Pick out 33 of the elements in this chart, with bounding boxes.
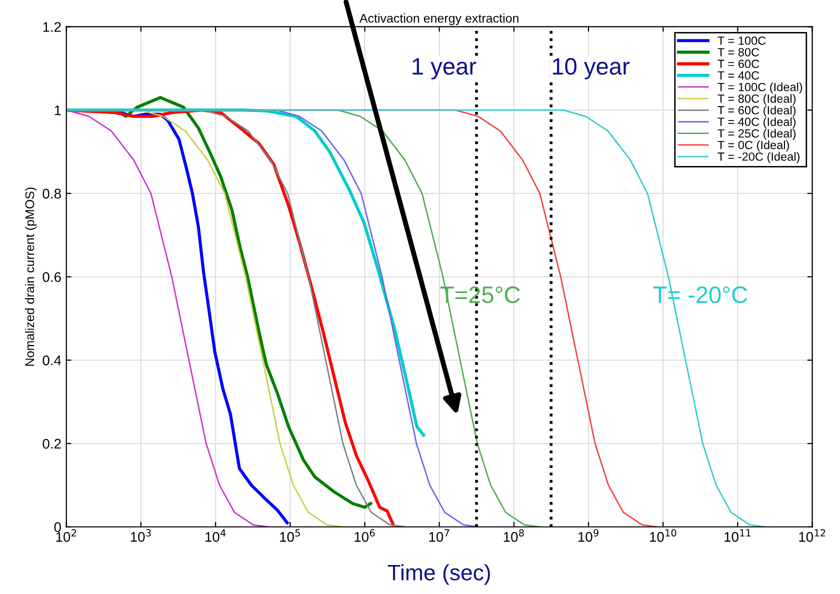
legend-label: T = 60C (Ideal) — [718, 106, 796, 117]
x-tick-label: 10$^{8}$ — [504, 529, 524, 542]
x-axis-title: Time (sec) — [388, 564, 490, 585]
legend-label: T = 80C (Ideal) — [718, 94, 796, 106]
y-tick-label: 0.4 — [42, 355, 62, 366]
y-tick-label: 1.2 — [43, 22, 61, 32]
legend-label: T = 0C (Ideal) — [718, 140, 789, 152]
y-axis-title: Nomalized drain current (pMOS) — [24, 188, 37, 366]
legend-label: T = 100C (Ideal) — [718, 82, 802, 94]
y-tick-label: 0.6 — [42, 272, 61, 282]
y-tick-label: 0.8 — [42, 188, 61, 199]
ref-line-label: 1 year — [412, 58, 476, 80]
x-tick-label: 10$^{3}$ — [130, 529, 151, 542]
y-tick-label: 0.2 — [42, 438, 61, 449]
x-tick-label: 10$^{7}$ — [429, 529, 450, 542]
legend-label: T = 80C — [718, 48, 760, 56]
chart-title: Activaction energy extraction — [359, 14, 518, 26]
x-tick-label: 10$^{9}$ — [578, 529, 598, 542]
x-tick-label: 10$^{6}$ — [354, 529, 375, 542]
legend-label: T = 40C — [718, 71, 760, 80]
x-tick-label: 10$^{12}$ — [799, 529, 826, 542]
legend-label: T = -20C (Ideal) — [718, 152, 800, 164]
ref-line-label: 10 year — [552, 58, 630, 80]
legend-label: T = 40C (Ideal) — [718, 117, 796, 128]
legend-label: T = 25C (Ideal) — [718, 128, 796, 140]
y-tick-label: 0 — [54, 522, 61, 532]
legend-label: T = 100C — [718, 36, 766, 45]
x-tick-label: 10$^{4}$ — [205, 529, 226, 542]
x-tick-label: 10$^{10}$ — [650, 529, 676, 542]
x-tick-label: 10$^{5}$ — [280, 529, 300, 542]
x-tick-label: 10$^{11}$ — [724, 529, 751, 542]
y-tick-label: 1 — [54, 106, 61, 116]
legend-label: T = 60C — [718, 60, 760, 68]
